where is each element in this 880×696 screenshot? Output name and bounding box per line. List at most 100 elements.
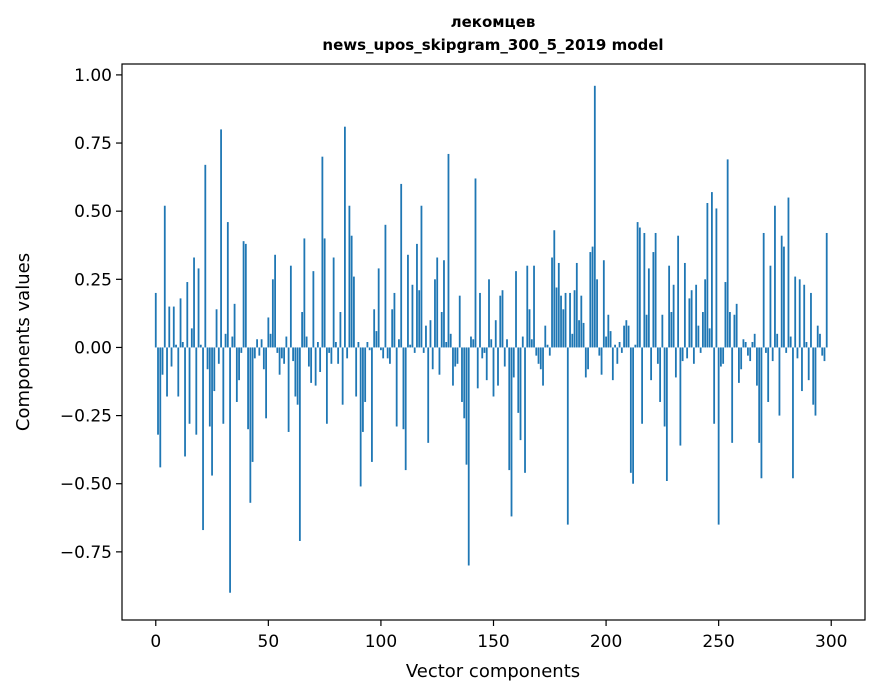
bar-235: [683, 262, 686, 348]
bar-49: [265, 347, 267, 419]
x-tick-label-2: 100: [365, 632, 397, 652]
bar-70: [312, 271, 315, 348]
bar-189: [580, 295, 583, 348]
bar-236: [686, 347, 689, 359]
bar-107: [395, 347, 398, 427]
bar-238: [690, 290, 693, 348]
bar-260: [740, 347, 743, 370]
bar-230: [672, 284, 675, 348]
bar-234: [681, 347, 684, 362]
bar-135: [458, 295, 461, 348]
bar-216: [641, 347, 643, 424]
bar-81: [337, 347, 340, 364]
y-tick-label-4: 0.00: [74, 338, 112, 358]
bar-96: [371, 347, 373, 462]
bar-36: [235, 347, 238, 402]
bar-244: [704, 279, 707, 348]
bar-37: [238, 347, 240, 381]
bar-250: [717, 347, 720, 525]
bar-179: [557, 262, 560, 348]
bar-9: [175, 344, 177, 348]
bar-142: [474, 178, 477, 348]
bar-1: [157, 347, 159, 435]
bar-11: [179, 298, 182, 348]
bar-133: [454, 347, 457, 367]
bar-203: [611, 347, 614, 381]
bar-176: [551, 257, 553, 348]
bar-38: [240, 347, 243, 353]
bar-254: [726, 159, 729, 348]
bar-3: [161, 347, 164, 375]
bar-253: [724, 282, 727, 348]
x-tick-label-4: 200: [590, 632, 622, 652]
chart-title-line1: лекомцев: [451, 13, 536, 31]
bar-271: [765, 347, 767, 353]
bar-200: [605, 336, 607, 348]
bar-116: [416, 243, 418, 348]
bar-279: [783, 246, 785, 348]
bar-25: [211, 347, 213, 476]
bar-274: [771, 347, 774, 362]
bar-118: [420, 205, 423, 348]
bar-143: [476, 347, 479, 389]
bar-65: [301, 312, 304, 348]
bar-225: [661, 314, 664, 348]
bar-186: [573, 290, 576, 348]
bar-286: [798, 279, 801, 348]
bar-24: [208, 347, 211, 427]
bar-198: [600, 347, 603, 375]
bar-255: [729, 312, 731, 348]
bar-136: [461, 347, 463, 402]
bar-67: [305, 336, 308, 348]
bar-224: [659, 347, 662, 402]
bar-63: [296, 347, 299, 405]
bar-210: [627, 325, 630, 348]
bar-101: [382, 347, 385, 359]
bar-182: [564, 292, 567, 348]
bar-93: [364, 347, 367, 402]
bar-272: [767, 347, 770, 402]
bar-122: [429, 320, 432, 348]
bar-131: [449, 333, 452, 348]
bar-73: [319, 347, 322, 372]
bar-195: [593, 85, 596, 348]
bar-22: [204, 164, 207, 348]
bar-180: [560, 295, 562, 348]
bar-35: [233, 303, 236, 348]
bar-204: [614, 344, 616, 348]
bar-184: [569, 292, 571, 348]
bar-98: [375, 331, 378, 348]
y-tick-label-2: 0.50: [74, 202, 112, 222]
bar-92: [362, 347, 364, 432]
bar-57: [283, 347, 286, 364]
bar-53: [274, 254, 276, 348]
bar-87: [350, 235, 353, 348]
bar-155: [503, 347, 506, 367]
bar-289: [805, 342, 808, 348]
bar-192: [587, 347, 589, 370]
bar-69: [310, 347, 313, 383]
bar-169: [535, 347, 538, 356]
bar-243: [701, 312, 704, 348]
x-tick-label-0: 0: [150, 632, 161, 652]
bar-42: [249, 347, 252, 503]
bar-0: [154, 292, 157, 348]
bar-227: [665, 347, 668, 481]
bar-229: [670, 312, 673, 348]
bar-232: [677, 235, 680, 348]
bar-267: [756, 347, 758, 386]
bar-89: [355, 347, 358, 397]
bar-259: [738, 347, 740, 383]
bar-23: [206, 347, 209, 370]
bar-171: [539, 347, 542, 370]
bar-17: [193, 257, 195, 348]
bar-113: [409, 344, 412, 348]
bar-175: [548, 347, 551, 356]
bar-177: [553, 230, 556, 348]
bar-119: [422, 347, 425, 353]
y-tick-label-6: −0.50: [60, 475, 112, 495]
bar-226: [663, 347, 666, 427]
x-tick-label-1: 50: [258, 632, 280, 652]
bar-268: [758, 347, 761, 443]
bar-188: [578, 320, 580, 348]
